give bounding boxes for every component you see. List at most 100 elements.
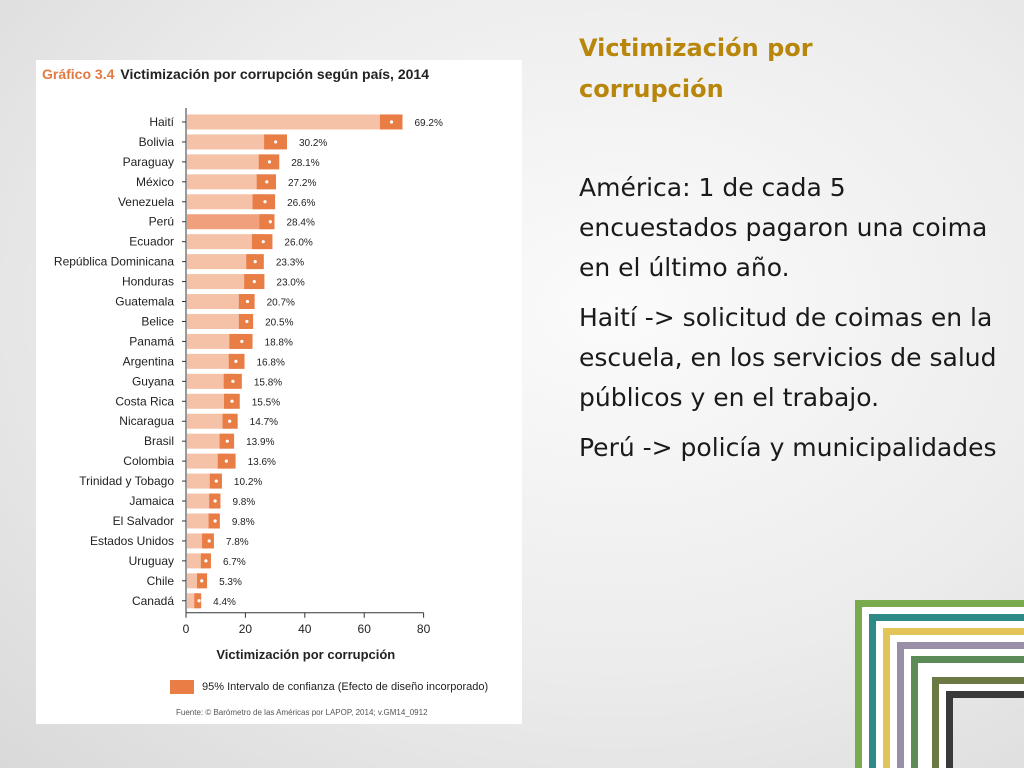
bar-bolivia	[187, 134, 277, 150]
decor-stripe	[876, 621, 1024, 768]
bar-brasil	[187, 433, 229, 449]
y-tick-label-costa-rica: Costa Rica	[115, 394, 174, 408]
bar-colombia	[187, 453, 228, 469]
legend-swatch	[170, 680, 194, 694]
bar-haiti	[187, 114, 393, 130]
data-label-estados-unidos: 7.8%	[226, 537, 249, 548]
slide-paragraph-haiti: Haití -> solicitud de coimas en la escue…	[579, 303, 997, 412]
slide-paragraph-peru: Perú -> policía y municipalidades	[579, 433, 997, 462]
data-label-panama: 18.8%	[265, 337, 293, 348]
data-label-jamaica: 9.8%	[232, 497, 255, 508]
bar-ecuador	[187, 234, 265, 250]
y-tick-label-nicaragua: Nicaragua	[119, 414, 174, 428]
decor-stripe	[925, 670, 1024, 768]
x-tick-label-40: 40	[298, 622, 312, 636]
y-tick-label-colombia: Colombia	[123, 454, 174, 468]
data-label-republica-dominicana: 23.3%	[276, 258, 304, 269]
data-label-brasil: 13.9%	[246, 437, 274, 448]
point-haiti	[389, 120, 394, 124]
point-nicaragua	[228, 419, 232, 423]
data-label-bolivia: 30.2%	[299, 138, 327, 149]
point-el-salvador	[213, 519, 217, 523]
chart-title: Gráfico 3.4 Victimización por corrupción …	[42, 66, 429, 82]
data-label-costa-rica: 15.5%	[252, 397, 280, 408]
point-peru	[268, 220, 272, 224]
point-honduras	[252, 279, 256, 284]
data-label-nicaragua: 14.7%	[250, 417, 278, 428]
data-label-mexico: 27.2%	[288, 178, 316, 189]
y-tick-label-panama: Panamá	[129, 334, 174, 348]
point-costa-rica	[230, 399, 234, 403]
bar-paraguay	[187, 154, 271, 170]
bar-honduras	[187, 274, 256, 290]
y-tick-label-uruguay: Uruguay	[129, 554, 174, 568]
decor-stripe	[939, 684, 1024, 768]
point-uruguay	[204, 559, 208, 563]
y-tick-label-haiti: Haití	[149, 115, 174, 129]
chart-title-text: Victimización por corrupción según país,…	[120, 66, 429, 82]
point-colombia	[224, 459, 228, 463]
y-tick-label-chile: Chile	[147, 574, 175, 588]
point-argentina	[234, 359, 238, 363]
point-brasil	[225, 439, 229, 443]
data-label-chile: 5.3%	[219, 577, 242, 588]
y-tick-label-guatemala: Guatemala	[115, 295, 174, 309]
bar-costa-rica	[187, 393, 234, 409]
bar-chart: Haití 69.2% Bolivia 30.2% Paraguay 28.1% Méxic…	[54, 108, 443, 662]
data-label-belice: 20.5%	[265, 317, 293, 328]
decor-stripe	[897, 642, 1024, 768]
bar-argentina	[187, 353, 237, 369]
chart-panel: Gráfico 3.4 Victimización por corrupción …	[36, 60, 522, 724]
data-label-honduras: 23.0%	[276, 278, 304, 289]
point-panama	[240, 339, 244, 344]
slide-body: América: 1 de cada 5 encuestados pagaron…	[579, 168, 1009, 478]
data-label-canada: 4.4%	[213, 597, 236, 608]
decor-stripe	[883, 628, 1024, 768]
x-tick-label-80: 80	[417, 622, 431, 636]
slide-title: Victimización por corrupción	[579, 34, 813, 103]
point-republica-dominicana	[253, 260, 257, 264]
y-tick-label-jamaica: Jamaica	[129, 494, 174, 508]
data-label-venezuela: 26.6%	[287, 198, 315, 209]
y-tick-label-brasil: Brasil	[144, 434, 174, 448]
y-tick-label-guyana: Guyana	[132, 374, 174, 388]
decor-stripe	[855, 600, 1024, 768]
chart-legend: 95% Intervalo de confianza (Efecto de di…	[170, 680, 488, 694]
decor-stripe	[890, 635, 1024, 768]
point-ecuador	[261, 240, 265, 244]
data-label-haiti: 69.2%	[415, 118, 443, 129]
decor-stripe	[911, 656, 1024, 768]
x-tick-label-20: 20	[239, 622, 253, 636]
x-axis-label: Victimización por corrupción	[216, 647, 395, 662]
point-chile	[200, 579, 204, 583]
bar-guyana	[187, 373, 234, 389]
point-estados-unidos	[207, 539, 211, 543]
y-tick-label-bolivia: Bolivia	[139, 135, 175, 149]
point-paraguay	[267, 160, 272, 164]
y-tick-label-belice: Belice	[141, 314, 174, 328]
y-tick-label-honduras: Honduras	[122, 275, 174, 289]
decor-stripe	[904, 649, 1024, 768]
point-bolivia	[274, 140, 278, 144]
point-trinidad-y-tobago	[214, 479, 218, 483]
data-label-peru: 28.4%	[287, 218, 315, 229]
data-label-ecuador: 26.0%	[284, 238, 312, 249]
y-tick-label-el-salvador: El Salvador	[113, 514, 174, 528]
data-label-guatemala: 20.7%	[267, 298, 295, 309]
bar-jamaica	[187, 493, 217, 509]
bar-peru	[187, 214, 272, 230]
bar-panama	[187, 333, 243, 349]
point-belice	[245, 319, 249, 324]
decor-stripe	[869, 614, 1024, 768]
y-tick-label-argentina: Argentina	[123, 354, 175, 368]
data-label-paraguay: 28.1%	[291, 158, 319, 169]
data-label-colombia: 13.6%	[248, 457, 276, 468]
data-label-argentina: 16.8%	[257, 357, 285, 368]
point-jamaica	[213, 499, 217, 503]
y-tick-label-republica-dominicana: República Dominicana	[54, 255, 174, 269]
chart-source: Fuente: © Barómetro de las Américas por …	[176, 708, 428, 717]
point-venezuela	[263, 200, 267, 204]
decor-stripe	[932, 677, 1024, 768]
bar-guatemala	[187, 294, 249, 310]
bar-belice	[187, 313, 248, 329]
